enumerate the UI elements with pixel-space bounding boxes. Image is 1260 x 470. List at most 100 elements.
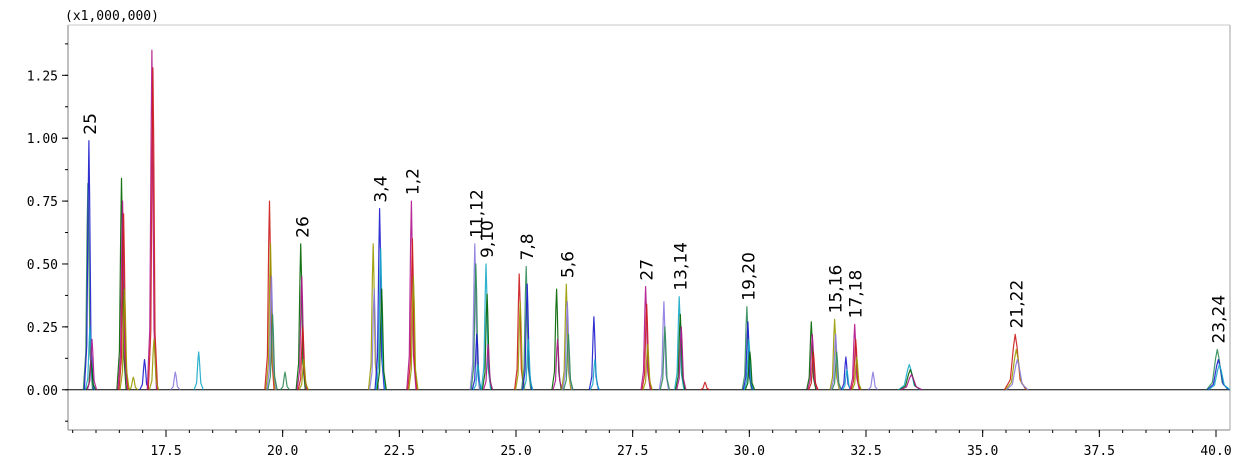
peak-trace [407, 238, 418, 390]
peak-trace [374, 208, 385, 390]
peak-annotation-label: 27 [638, 259, 658, 281]
peak-trace [86, 338, 98, 390]
x-tick-label: 25.0 [500, 444, 531, 459]
peak-trace [128, 376, 139, 391]
y-tick-label: 1.25 [27, 69, 58, 84]
peak-trace [742, 321, 754, 390]
peak-trace [482, 343, 494, 390]
peak-trace [116, 177, 127, 390]
peak-trace [523, 338, 534, 390]
peak-trace [84, 326, 96, 390]
peak-trace [406, 200, 417, 390]
peak-trace [147, 67, 159, 390]
peak-trace [808, 351, 819, 391]
peak-trace [170, 371, 181, 391]
peak-trace [408, 276, 419, 390]
peak-trace [900, 374, 923, 391]
peak-trace [552, 338, 563, 390]
peak-trace [562, 301, 573, 390]
peak-trace [296, 276, 307, 390]
peak-trace [472, 364, 484, 391]
peak-trace [561, 283, 572, 390]
peak-trace [469, 243, 480, 390]
peak-annotation-label: 25 [81, 113, 101, 135]
peak-traces [82, 49, 1231, 391]
peak-trace [148, 338, 160, 390]
x-tick-label: 22.5 [384, 444, 415, 459]
peak-trace [659, 326, 671, 390]
peak-trace [849, 323, 860, 390]
y-unit-label: (x1,000,000) [65, 9, 159, 24]
peak-trace [806, 321, 817, 390]
peak-trace [840, 356, 852, 391]
peak-trace [515, 301, 526, 390]
x-tick-label: 35.0 [967, 444, 998, 459]
x-tick-label: 32.5 [850, 444, 881, 459]
peak-trace [1206, 348, 1229, 391]
peak-annotation-label: 26 [293, 216, 313, 238]
peak-trace [831, 351, 842, 391]
x-tick-label: 17.5 [150, 444, 181, 459]
peak-annotation-label: 3,4 [372, 176, 392, 203]
y-tick-label: 0.00 [27, 384, 58, 399]
peak-trace [119, 288, 130, 390]
peak-annotation-label: 11,12 [467, 189, 487, 238]
peak-trace [744, 351, 756, 391]
peak-trace [139, 359, 150, 391]
peak-trace [266, 276, 277, 390]
peak-trace [563, 333, 574, 390]
x-tick-label: 20.0 [267, 444, 298, 459]
peak-trace [589, 359, 601, 391]
y-tick-label: 0.75 [27, 195, 58, 210]
peak-trace [521, 265, 532, 390]
peak-trace [830, 333, 841, 390]
peak-trace [851, 356, 862, 391]
peak-trace [807, 333, 818, 390]
peak-trace [676, 326, 687, 390]
peak-annotations: 25 26 3,4 1,2 11,129,10 7,8 5,6 27 13,14 19,20 15,… [81, 113, 1229, 343]
peak-annotation-label: 23,24 [1209, 295, 1229, 344]
peak-trace [1006, 359, 1029, 391]
x-tick-label: 40.0 [1200, 444, 1231, 459]
y-tick-label: 0.25 [27, 321, 58, 336]
peak-trace [1207, 359, 1230, 391]
peak-trace [850, 338, 861, 390]
peak-trace [640, 286, 651, 390]
peak-trace [514, 273, 525, 390]
x-tick-label: 37.5 [1084, 444, 1115, 459]
peak-trace [743, 338, 755, 390]
peak-trace [641, 303, 652, 390]
peak-trace [1208, 364, 1231, 391]
peak-trace [674, 296, 685, 390]
x-tick-label: 27.5 [617, 444, 648, 459]
peak-annotation-label: 13,14 [671, 242, 691, 291]
peak-trace [265, 243, 276, 390]
peak-annotation-label: 21,22 [1007, 280, 1027, 329]
peak-annotation-label: 17,18 [847, 270, 867, 319]
peak-trace [899, 369, 922, 391]
plot-area [67, 24, 1231, 431]
y-tick-label: 0.50 [27, 258, 58, 273]
peak-annotation-label: 7,8 [518, 233, 538, 260]
peak-annotation-label: 19,20 [739, 252, 759, 301]
peak-annotation-label: 15,16 [827, 265, 847, 314]
peak-trace [841, 369, 852, 391]
peak-trace [146, 49, 158, 390]
peak-trace [658, 301, 670, 390]
peak-trace [898, 364, 921, 391]
x-axis-ticks: 17.5 20.0 22.5 25.0 27.5 30.0 32.5 35.0 37.5 40.0 [150, 430, 1232, 459]
peak-trace [118, 213, 129, 390]
peak-trace [1005, 348, 1028, 391]
peak-annotation-label: 1,2 [403, 168, 423, 195]
peak-trace [367, 243, 379, 390]
peak-trace [375, 248, 386, 390]
peak-annotation-label: 5,6 [558, 251, 578, 278]
peak-annotation-label: 9,10 [478, 220, 498, 258]
peak-trace [642, 343, 653, 390]
peak-trace [867, 371, 879, 391]
peak-trace [675, 313, 686, 390]
peak-trace [741, 306, 753, 390]
peak-trace [279, 371, 291, 391]
